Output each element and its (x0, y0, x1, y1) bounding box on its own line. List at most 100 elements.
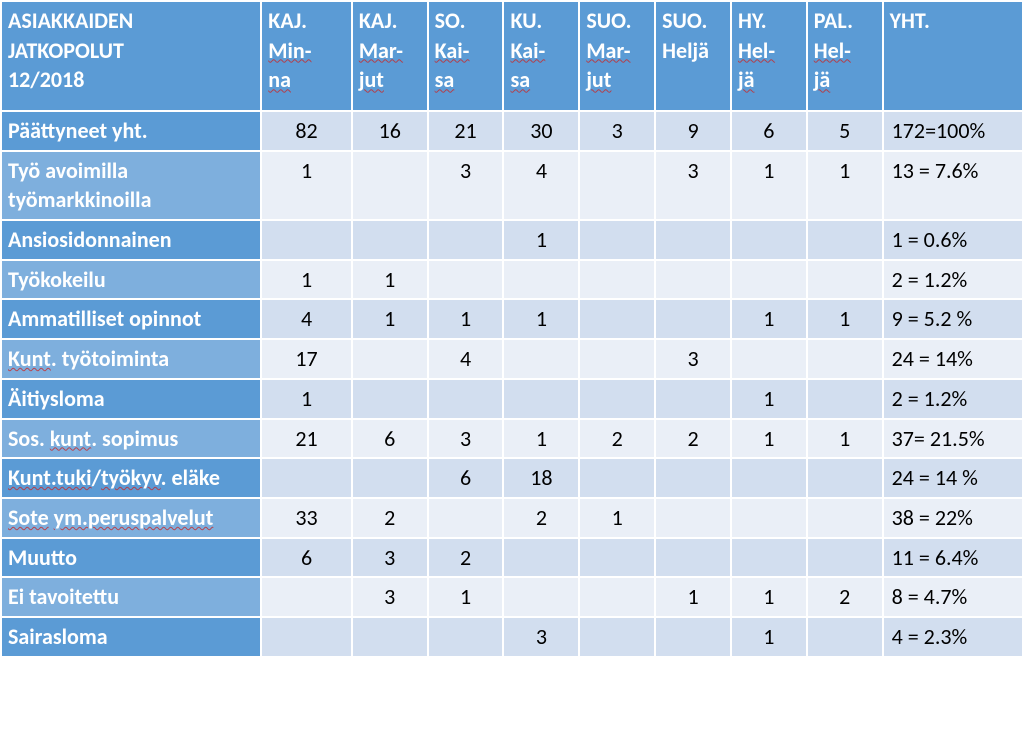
table-row: Ansiosidonnainen11 = 0.6% (1, 220, 1023, 260)
data-cell (807, 458, 883, 498)
total-cell: 24 = 14% (883, 339, 1023, 379)
total-cell: 8 = 4.7% (883, 577, 1023, 617)
data-cell: 1 (731, 151, 807, 220)
row-label: Muutto (1, 538, 261, 578)
data-cell (579, 339, 655, 379)
column-header-name-part: na (268, 65, 345, 95)
data-cell: 1 (731, 379, 807, 419)
data-cell (352, 379, 428, 419)
data-cell (655, 299, 731, 339)
column-header: KAJ.Min-na (261, 1, 352, 111)
data-cell: 3 (352, 577, 428, 617)
column-header-abbr: SO. (435, 6, 497, 36)
data-cell (503, 538, 579, 578)
data-cell: 1 (579, 498, 655, 538)
column-header-name-part: Kai- (435, 36, 497, 66)
column-header-name-part: jut (586, 65, 648, 95)
data-cell (428, 220, 504, 260)
column-header-name-part: Mar- (359, 36, 421, 66)
data-cell: 1 (655, 577, 731, 617)
total-cell: 4 = 2.3% (883, 617, 1023, 657)
table-row: Äitiysloma112 = 1.2% (1, 379, 1023, 419)
data-cell: 1 (352, 299, 428, 339)
data-cell (579, 260, 655, 300)
row-label: Sote ym.peruspalvelut (1, 498, 261, 538)
column-header: YHT. (883, 1, 1023, 111)
column-header-abbr: KU. (510, 6, 572, 36)
data-cell (428, 617, 504, 657)
data-cell: 1 (261, 260, 352, 300)
data-cell (655, 379, 731, 419)
data-cell (807, 498, 883, 538)
data-cell (579, 379, 655, 419)
data-cell (655, 617, 731, 657)
data-cell (579, 577, 655, 617)
column-header-name-part: sa (510, 65, 572, 95)
data-cell: 9 (655, 111, 731, 151)
total-cell: 1 = 0.6% (883, 220, 1023, 260)
data-cell (579, 538, 655, 578)
data-cell: 6 (352, 419, 428, 459)
column-header: HY.Hel-jä (731, 1, 807, 111)
data-cell (503, 577, 579, 617)
data-cell: 2 (428, 538, 504, 578)
column-header-name-part: jut (359, 65, 421, 95)
row-label: Sos. kunt. sopimus (1, 419, 261, 459)
column-header-name-part: Hel- (738, 36, 800, 66)
column-header: SUO.Mar-jut (579, 1, 655, 111)
data-cell (655, 260, 731, 300)
data-cell (731, 339, 807, 379)
row-label: Työ avoimilla työmarkkinoilla (1, 151, 261, 220)
data-cell (428, 498, 504, 538)
data-cell (261, 617, 352, 657)
table-row: Sote ym.peruspalvelut3322138 = 22% (1, 498, 1023, 538)
data-cell (503, 339, 579, 379)
data-cell: 1 (503, 220, 579, 260)
data-cell (428, 260, 504, 300)
data-cell: 1 (428, 577, 504, 617)
total-cell: 2 = 1.2% (883, 379, 1023, 419)
column-header-name-part: jä (814, 65, 876, 95)
title-line3: 12/2018 (8, 66, 84, 93)
total-cell: 11 = 6.4% (883, 538, 1023, 578)
row-label: Kunt. työtoiminta (1, 339, 261, 379)
data-cell: 1 (503, 419, 579, 459)
column-header-abbr: YHT. (890, 6, 1016, 36)
data-cell (579, 151, 655, 220)
data-cell (261, 220, 352, 260)
column-header-abbr: SUO. (662, 6, 724, 36)
column-header-name: Heljä (662, 36, 724, 66)
data-cell: 1 (261, 379, 352, 419)
data-cell: 3 (655, 151, 731, 220)
data-cell: 82 (261, 111, 352, 151)
data-cell (655, 458, 731, 498)
column-header: KAJ.Mar-jut (352, 1, 428, 111)
data-cell (807, 617, 883, 657)
total-cell: 2 = 1.2% (883, 260, 1023, 300)
column-header-name-part: sa (435, 65, 497, 95)
data-cell: 2 (655, 419, 731, 459)
data-cell: 6 (731, 111, 807, 151)
data-cell: 2 (352, 498, 428, 538)
table-row: Ammatilliset opinnot4111119 = 5.2 % (1, 299, 1023, 339)
column-header-abbr: SUO. (586, 6, 648, 36)
row-label: Äitiysloma (1, 379, 261, 419)
table-row: Päättyneet yht.821621303965172=100% (1, 111, 1023, 151)
data-cell: 1 (807, 299, 883, 339)
data-cell (352, 339, 428, 379)
data-cell (503, 260, 579, 300)
data-cell: 3 (579, 111, 655, 151)
data-cell (731, 538, 807, 578)
header-row: ASIAKKAIDEN JATKOPOLUT 12/2018 KAJ.Min-n… (1, 1, 1023, 111)
data-cell (579, 220, 655, 260)
data-cell: 3 (428, 151, 504, 220)
data-cell (261, 577, 352, 617)
data-cell: 4 (261, 299, 352, 339)
column-header: KU.Kai-sa (503, 1, 579, 111)
row-label: Työkokeilu (1, 260, 261, 300)
data-cell (731, 498, 807, 538)
table-row: Työ avoimilla työmarkkinoilla13431113 = … (1, 151, 1023, 220)
data-cell (503, 379, 579, 419)
data-cell (807, 379, 883, 419)
data-cell: 30 (503, 111, 579, 151)
